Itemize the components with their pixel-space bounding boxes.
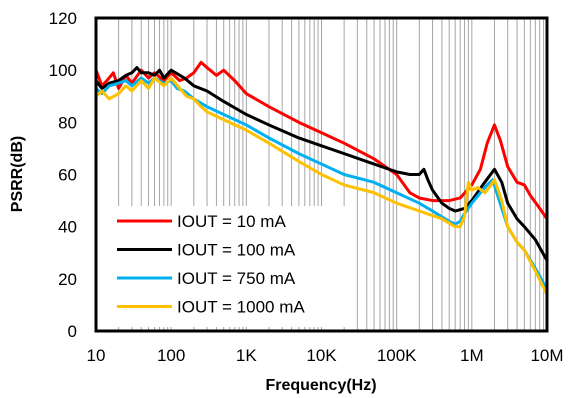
x-tick-label: 1K — [236, 346, 257, 365]
y-tick-label: 80 — [58, 113, 77, 132]
legend-label: IOUT = 10 mA — [177, 212, 286, 231]
x-axis-title: Frequency(Hz) — [265, 377, 376, 394]
legend-label: IOUT = 1000 mA — [177, 298, 305, 317]
chart-legend: IOUT = 10 mA IOUT = 100 mA IOUT = 750 mA IO… — [101, 206, 349, 327]
series-line-1 — [94, 60, 549, 220]
x-tick-label: 10M — [530, 346, 563, 365]
y-tick-label: 100 — [49, 61, 77, 80]
chart-series-layer — [94, 60, 549, 296]
y-tick-label: 120 — [49, 9, 77, 28]
y-tick-labels: 0 20 40 60 80 100 120 — [49, 9, 77, 341]
legend-label: IOUT = 100 mA — [177, 241, 296, 260]
x-tick-label: 10 — [87, 346, 106, 365]
x-tick-label: 1M — [460, 346, 484, 365]
y-tick-label: 20 — [58, 270, 77, 289]
series-line-3 — [95, 76, 549, 291]
plot-area-frame — [94, 16, 549, 333]
series-line-2 — [94, 66, 549, 262]
y-tick-label: 40 — [58, 218, 77, 237]
y-axis-title: PSRR(dB) — [9, 136, 26, 212]
x-tick-label: 100 — [157, 346, 185, 365]
y-tick-label: 60 — [58, 166, 77, 185]
x-tick-label: 10K — [306, 346, 337, 365]
x-tick-label: 100K — [377, 346, 417, 365]
series-line-4 — [95, 76, 549, 296]
x-tick-labels: 10 100 1K 10K 100K 1M 10M — [87, 346, 564, 365]
y-tick-label: 0 — [68, 322, 77, 341]
legend-label: IOUT = 750 mA — [177, 269, 296, 288]
